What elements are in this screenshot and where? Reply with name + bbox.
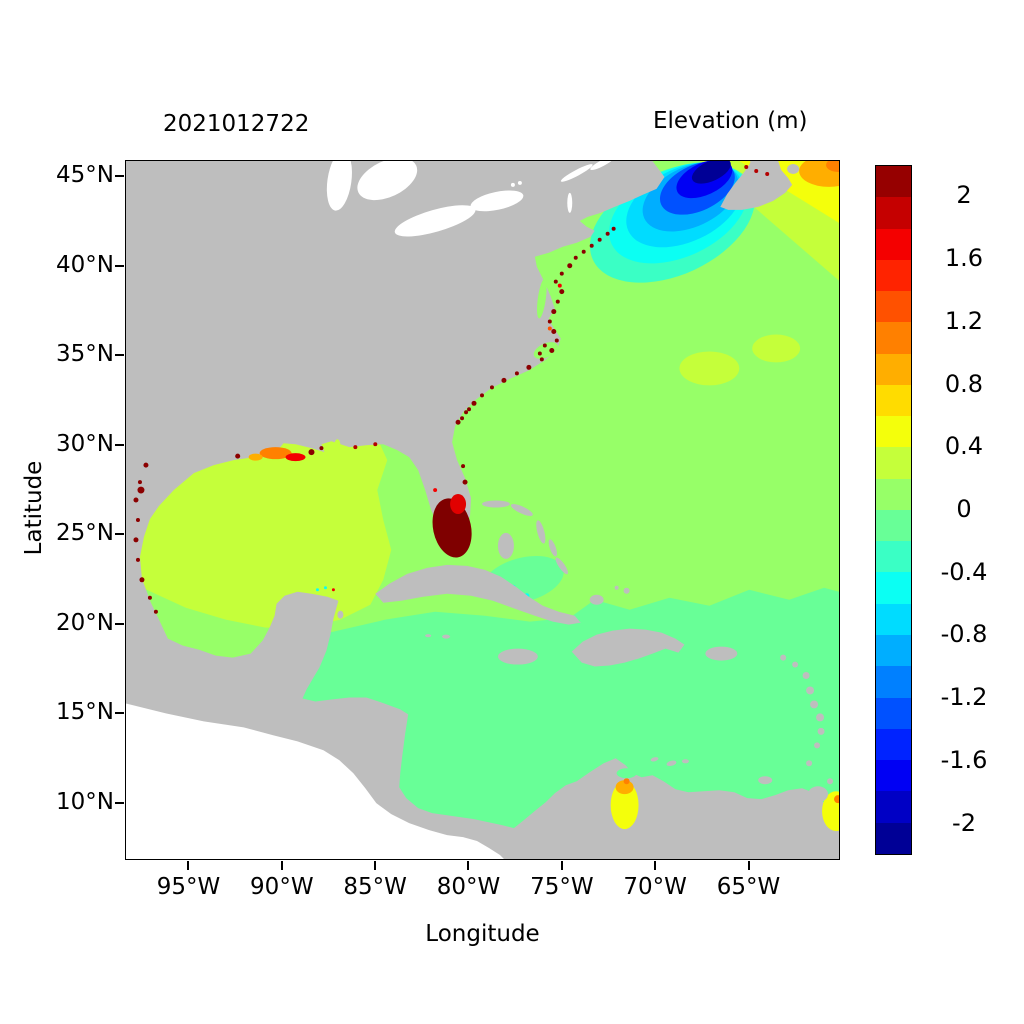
y-axis-tick (115, 354, 124, 357)
cape-breton (787, 163, 800, 174)
y-axis-tick-label: 15°N (56, 699, 114, 726)
land-layer (126, 161, 839, 859)
x-axis-tick-label: 90°W (250, 874, 314, 900)
mid-atlantic-warm-patches (679, 334, 801, 386)
colorbar-tick-label: -2 (952, 808, 976, 837)
colorbar-tick-label: -1.2 (940, 683, 988, 712)
y-axis-tick-label: 40°N (56, 251, 114, 278)
x-axis-tick (187, 861, 190, 870)
x-axis-tick (560, 861, 563, 870)
colorbar-segment (876, 416, 911, 448)
x-axis-tick-label: 75°W (530, 874, 594, 900)
colorbar-segment (876, 728, 911, 761)
pacific-no-data-region (126, 703, 504, 859)
x-axis-tick-label: 80°W (436, 874, 501, 900)
colorbar-segment (876, 541, 911, 573)
colorbar-segment (876, 509, 911, 542)
south-florida-surge-anomaly (432, 464, 472, 558)
colorbar-segment (876, 603, 911, 635)
colorbar (875, 165, 912, 855)
x-axis-tick (280, 861, 283, 870)
lake-huron (357, 161, 418, 201)
colorbar-segment (876, 447, 911, 479)
colorbar-segment (876, 384, 911, 417)
colorbar-segment (876, 259, 911, 292)
colorbar-segment (876, 791, 911, 823)
lake-ontario (470, 190, 524, 212)
colorbar-segment (876, 822, 911, 854)
x-axis-tick-label: 95°W (156, 874, 221, 900)
y-axis-tick (115, 712, 124, 715)
colorbar-tick-label: 1.2 (944, 306, 984, 335)
colorbar-segment (876, 228, 911, 260)
colorbar-tick-label: -1.6 (940, 745, 988, 774)
lakes-layer (326, 161, 616, 237)
trinidad (808, 786, 829, 803)
hispaniola (571, 628, 685, 667)
nova-scotia (720, 161, 793, 210)
map-canvas (126, 161, 839, 859)
y-axis-tick (115, 801, 124, 804)
y-axis-tick-label: 35°N (56, 341, 114, 368)
cuba (375, 564, 581, 625)
x-axis-tick (654, 861, 657, 870)
colorbar-segment (876, 166, 911, 198)
lake-erie (394, 205, 476, 237)
lake-maracaibo (610, 781, 639, 830)
louisiana-coastal-anomaly (235, 442, 378, 462)
x-axis-tick-label: 70°W (623, 874, 687, 900)
y-axis-tick-label: 20°N (56, 609, 114, 636)
y-axis-tick-label: 45°N (56, 162, 114, 189)
colorbar-tick-label: 0 (956, 495, 972, 523)
coastal-anomaly-speckles (133, 164, 770, 614)
colorbar-segment (876, 322, 911, 354)
colorbar-tick-label: 2 (956, 181, 972, 210)
colorbar-segment (876, 572, 911, 604)
y-axis-tick (115, 533, 124, 536)
colorbar-segment (876, 634, 911, 667)
y-axis-tick-label: 25°N (56, 520, 114, 547)
map-plot-area (125, 160, 840, 860)
colorbar-segment (876, 666, 911, 698)
colorbar-segment (876, 478, 911, 510)
x-axis-tick (747, 861, 750, 870)
y-axis-tick (115, 264, 124, 267)
y-axis-tick-label: 30°N (56, 430, 114, 457)
y-axis-tick (115, 175, 124, 178)
colorbar-segment (876, 353, 911, 385)
y-axis-tick-label: 10°N (56, 788, 114, 815)
colorbar-tick-label: 0.4 (944, 432, 984, 461)
x-axis-tick-label: 85°W (343, 874, 407, 900)
jamaica (497, 648, 538, 665)
estuary-water-layer (334, 266, 839, 832)
y-axis-tick (115, 622, 124, 625)
y-axis-tick (115, 443, 124, 446)
lake-michigan (326, 161, 352, 211)
x-axis-title: Longitude (425, 921, 540, 947)
x-axis-tick-label: 65°W (716, 874, 781, 900)
x-axis-tick (374, 861, 377, 870)
timestamp-title: 2021012722 (163, 111, 310, 137)
puerto-rico (705, 646, 738, 661)
colorbar-segment (876, 291, 911, 323)
plot-title: Elevation (m) (653, 108, 808, 134)
colorbar-segment (876, 760, 911, 792)
x-axis-tick (467, 861, 470, 870)
colorbar-segment (876, 197, 911, 229)
colorbar-segment (876, 697, 911, 729)
colorbar-tick-label: 1.6 (944, 244, 984, 273)
colorbar-tick-label: -0.4 (940, 557, 988, 586)
colorbar-tick-label: -0.8 (940, 620, 988, 649)
islands-layer (337, 500, 834, 803)
colorbar-tick-label: 0.8 (944, 369, 984, 398)
